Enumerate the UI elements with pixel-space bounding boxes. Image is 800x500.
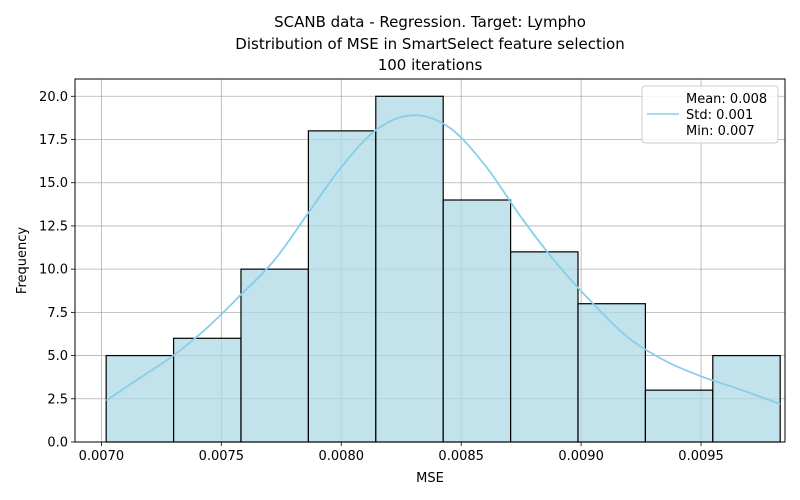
y-axis-label: Frequency [15,227,30,294]
x-tick-label: 0.0070 [79,449,125,464]
histogram-bar [307,130,377,443]
y-tick-label: 15.0 [39,176,68,191]
x-axis-label: MSE [416,471,444,486]
x-tick-label: 0.0090 [558,449,604,464]
y-axis-ticks: 0.0 2.5 5.0 7.5 10.0 12.5 15.0 17.5 20.0 [39,90,75,451]
x-axis-ticks: 0.0070 0.0075 0.0080 0.0085 0.0090 0.0095 [79,442,724,464]
x-tick-label: 0.0085 [438,449,484,464]
histogram-bar [442,199,512,443]
histogram-bar [240,268,309,443]
histogram-bar [172,337,242,443]
y-tick-label: 17.5 [39,133,68,148]
y-tick-label: 5.0 [47,349,68,364]
legend-box [641,85,779,144]
histogram-bar [577,303,646,443]
legend-entry-std: Std: 0.001 [686,108,753,123]
y-tick-label: 0.0 [47,436,68,451]
y-tick-label: 2.5 [47,392,68,407]
chart-title-line-1: SCANB data - Regression. Target: Lympho [274,13,586,31]
y-tick-label: 7.5 [47,306,68,321]
histogram-bar [105,354,175,443]
legend: Mean: 0.008 Std: 0.001 Min: 0.007 [641,85,779,144]
legend-entry-mean: Mean: 0.008 [686,92,767,107]
chart-title-line-3: 100 iterations [377,56,483,74]
histogram-bar [509,251,579,443]
chart-title-line-2: Distribution of MSE in SmartSelect featu… [235,35,625,53]
histogram-bar [375,95,444,443]
bars-layer [105,95,781,443]
kde-curve [105,114,781,405]
x-tick-label: 0.0075 [199,449,245,464]
x-tick-label: 0.0080 [319,449,365,464]
y-tick-label: 10.0 [39,263,68,278]
histogram-bar [644,389,714,443]
y-tick-label: 12.5 [39,219,68,234]
legend-entry-min: Min: 0.007 [686,124,755,139]
x-tick-label: 0.0095 [678,449,724,464]
kde-layer [105,114,781,405]
histogram-bar [712,354,781,443]
y-tick-label: 20.0 [39,90,68,105]
plot-frame [74,78,786,443]
